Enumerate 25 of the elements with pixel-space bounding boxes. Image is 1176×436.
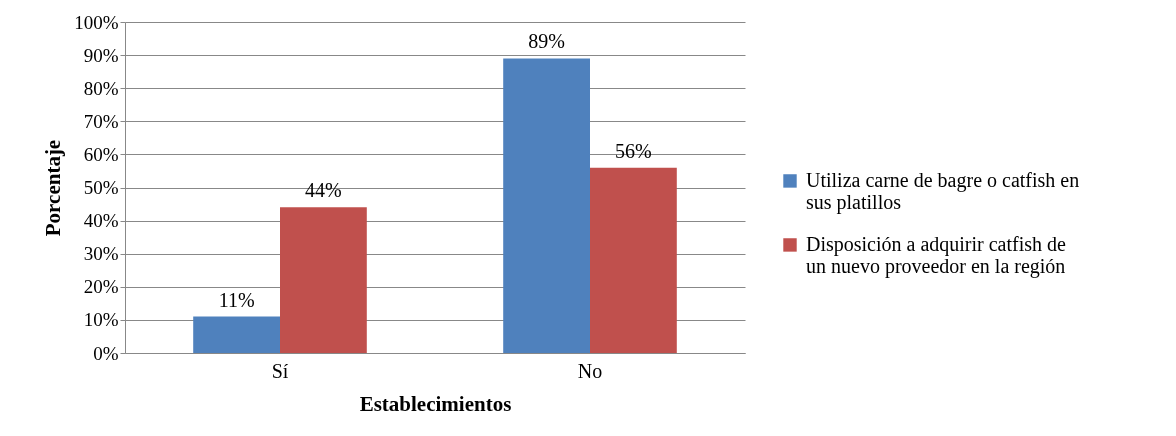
bar xyxy=(280,207,367,353)
y-axis-title: Porcentaje xyxy=(41,139,66,237)
bar xyxy=(193,316,280,353)
y-tick-label: 30% xyxy=(83,243,119,265)
data-label: 89% xyxy=(528,30,565,53)
data-label: 11% xyxy=(218,288,255,311)
y-tick-label: 40% xyxy=(83,210,119,232)
x-tick-label: Sí xyxy=(271,359,289,382)
y-tick-label: 100% xyxy=(74,11,119,33)
bar xyxy=(590,167,677,353)
y-tick-label: 90% xyxy=(83,44,119,66)
y-tick-label: 50% xyxy=(83,177,119,198)
x-axis-title: Establecimientos xyxy=(359,391,512,416)
bar xyxy=(503,58,590,353)
y-tick-label: 70% xyxy=(83,110,119,132)
y-tick-label: 60% xyxy=(83,143,119,165)
y-tick-label: 10% xyxy=(83,309,119,331)
y-tick-label: 20% xyxy=(83,276,119,298)
x-tick-label: No xyxy=(577,359,603,382)
y-tick-label: 0% xyxy=(93,342,119,364)
legend-label: Disposición a adquirir catfish de un nuevo proveedor en la región xyxy=(806,232,1067,278)
y-tick-label: 80% xyxy=(83,77,119,99)
data-label: 44% xyxy=(305,179,342,202)
data-label: 56% xyxy=(615,139,652,162)
legend-label: Utiliza carne de bagre o catfish en sus platillos xyxy=(806,168,1080,214)
